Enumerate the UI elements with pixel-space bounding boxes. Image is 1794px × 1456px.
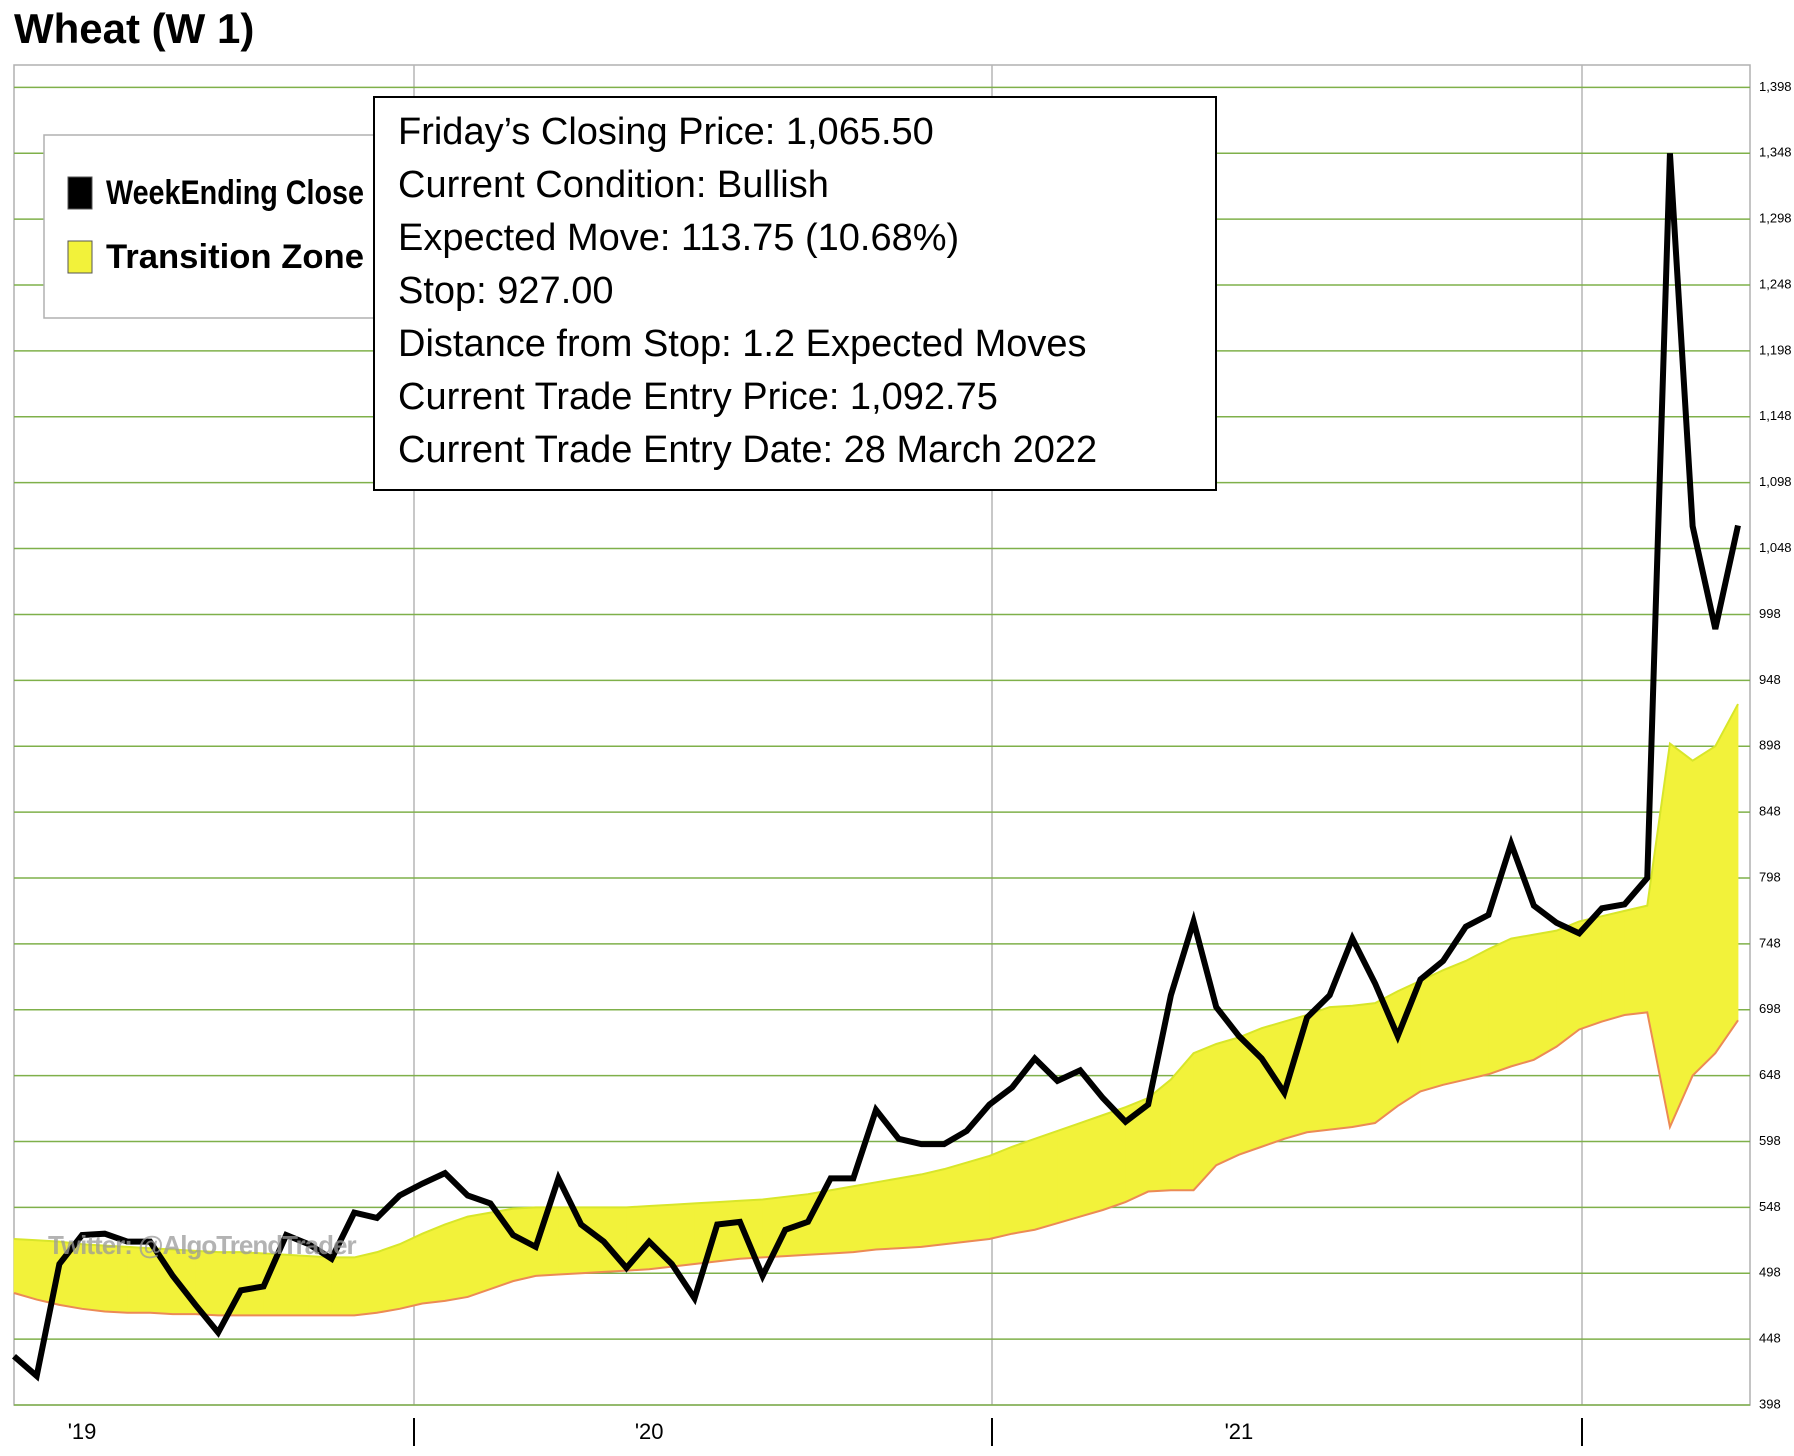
zone-segment bbox=[1011, 1138, 1036, 1235]
legend-box bbox=[43, 134, 381, 319]
zone-segment bbox=[671, 1202, 695, 1268]
y-tick-label: 1,198 bbox=[1759, 342, 1792, 357]
y-tick-label: 1,398 bbox=[1759, 79, 1792, 94]
y-tick-label: 598 bbox=[1759, 1133, 1781, 1148]
zone-segment bbox=[1442, 960, 1467, 1086]
zone-segment bbox=[716, 1200, 741, 1262]
zone-segment bbox=[1556, 920, 1580, 1048]
zone-segment bbox=[1306, 1006, 1331, 1133]
zone-segment bbox=[966, 1155, 990, 1243]
x-tick-label: '19 bbox=[68, 1419, 97, 1444]
y-tick-label: 398 bbox=[1759, 1396, 1781, 1411]
zone-segment bbox=[331, 1257, 355, 1316]
zone-segment bbox=[920, 1168, 945, 1248]
zone-segment bbox=[285, 1254, 310, 1316]
info-line: Current Trade Entry Date: 28 March 2022 bbox=[398, 429, 1097, 471]
y-tick-label: 1,348 bbox=[1759, 145, 1792, 160]
info-line: Expected Move: 113.75 (10.68%) bbox=[398, 217, 959, 259]
zone-segment bbox=[421, 1223, 446, 1304]
zone-segment bbox=[1351, 1002, 1376, 1128]
zone-segment bbox=[399, 1233, 423, 1310]
zone-segment bbox=[1510, 934, 1535, 1067]
zone-segment bbox=[1397, 980, 1421, 1107]
info-line: Stop: 927.00 bbox=[398, 270, 614, 312]
zone-segment bbox=[1692, 745, 1716, 1077]
info-line: Friday’s Closing Price: 1,065.50 bbox=[398, 111, 934, 153]
watermark: Twitter: @AlgoTrendTrader bbox=[48, 1230, 356, 1260]
info-line: Current Condition: Bullish bbox=[398, 164, 829, 206]
y-tick-label: 1,248 bbox=[1759, 276, 1792, 291]
zone-segment bbox=[852, 1181, 877, 1253]
marks bbox=[12, 153, 1741, 1382]
y-tick-label: 748 bbox=[1759, 935, 1781, 950]
zone-segment bbox=[1465, 948, 1489, 1081]
y-tick-label: 648 bbox=[1759, 1067, 1781, 1082]
zone-segment bbox=[240, 1251, 264, 1316]
y-tick-label: 998 bbox=[1759, 606, 1781, 621]
zone-segment bbox=[1420, 969, 1444, 1092]
zone-segment bbox=[376, 1243, 401, 1314]
y-tick-label: 1,148 bbox=[1759, 408, 1792, 423]
y-tick-label: 498 bbox=[1759, 1265, 1781, 1280]
zone-segment bbox=[898, 1173, 922, 1249]
y-tick-label: 798 bbox=[1759, 869, 1781, 884]
zone-segment bbox=[308, 1255, 332, 1316]
zone-segment bbox=[353, 1251, 378, 1316]
x-tick-label: '21 bbox=[1225, 1419, 1254, 1444]
y-tick-label: 848 bbox=[1759, 804, 1781, 819]
zone-segment bbox=[13, 1238, 38, 1301]
y-tick-label: 898 bbox=[1759, 738, 1781, 753]
zone-segment bbox=[1329, 1005, 1353, 1131]
zone-segment bbox=[1669, 742, 1694, 1128]
zone-segment bbox=[1488, 937, 1512, 1075]
zone-segment bbox=[1601, 910, 1625, 1023]
legend: WeekEnding Close Transition Zone bbox=[43, 134, 381, 319]
zone-segment bbox=[1714, 703, 1739, 1055]
zone-segment bbox=[1215, 1036, 1240, 1166]
zone-segment bbox=[1102, 1106, 1126, 1211]
zone-segment bbox=[943, 1162, 968, 1245]
zone-segment bbox=[467, 1212, 491, 1298]
y-tick-label: 1,048 bbox=[1759, 540, 1792, 555]
zone-upper-edge bbox=[13, 703, 1739, 1259]
legend-swatch bbox=[67, 176, 93, 210]
y-tick-label: 948 bbox=[1759, 672, 1781, 687]
zone-segment bbox=[1533, 930, 1557, 1061]
zone-segment bbox=[1079, 1114, 1104, 1218]
zone-segment bbox=[989, 1146, 1013, 1240]
info-line: Distance from Stop: 1.2 Expected Moves bbox=[398, 323, 1087, 365]
y-tick-label: 548 bbox=[1759, 1199, 1781, 1214]
labels: 398 448 498 548 598 648 698 748 798 848 898 948 998 1… bbox=[48, 79, 1792, 1444]
x-tick-label: '20 bbox=[635, 1419, 664, 1444]
zone-segment bbox=[1057, 1122, 1081, 1224]
info-box: Friday’s Closing Price: 1,065.50 Current … bbox=[373, 96, 1217, 491]
y-tick-label: 1,098 bbox=[1759, 474, 1792, 489]
y-tick-label: 698 bbox=[1759, 1001, 1781, 1016]
info-line: Current Trade Entry Price: 1,092.75 bbox=[398, 376, 998, 418]
zone-segment bbox=[1624, 905, 1648, 1016]
y-tick-label: 1,298 bbox=[1759, 211, 1792, 226]
info-box-frame bbox=[373, 96, 1217, 491]
close-line bbox=[12, 153, 1741, 1382]
zone-segment bbox=[830, 1185, 854, 1254]
legend-label: WeekEnding Close bbox=[106, 174, 364, 212]
legend-label: Transition Zone bbox=[106, 238, 364, 276]
y-tick-label: 448 bbox=[1759, 1331, 1781, 1346]
zone-segment bbox=[875, 1177, 900, 1250]
zone-segment bbox=[444, 1216, 469, 1302]
legend-swatch bbox=[67, 240, 93, 274]
zone-lower-edge bbox=[13, 1011, 1739, 1317]
chart-title: Wheat (W 1) bbox=[14, 5, 254, 52]
zone-segment bbox=[1034, 1130, 1058, 1231]
